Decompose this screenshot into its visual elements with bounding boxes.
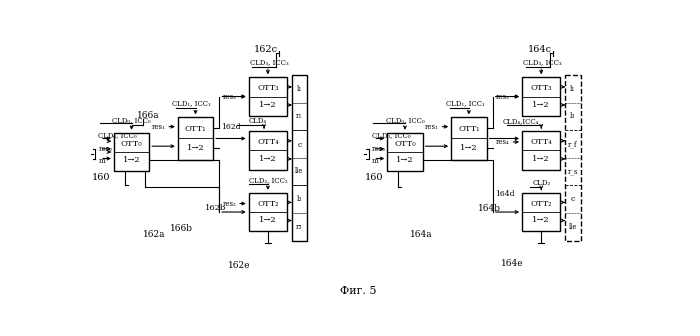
Text: 1→2: 1→2 xyxy=(533,101,550,109)
Text: 164d: 164d xyxy=(495,190,514,198)
Text: CLD₀, ICC₀: CLD₀, ICC₀ xyxy=(386,116,424,124)
Bar xyxy=(522,193,561,231)
Text: lle: lle xyxy=(295,167,304,175)
Text: 160: 160 xyxy=(92,173,110,182)
Text: m: m xyxy=(99,157,105,165)
Text: l₃: l₃ xyxy=(297,195,302,203)
Text: 162a: 162a xyxy=(144,230,166,239)
Text: OTT₀: OTT₀ xyxy=(394,139,416,148)
Text: 1→2: 1→2 xyxy=(533,216,550,224)
Bar xyxy=(248,193,287,231)
Text: r₃: r₃ xyxy=(296,223,302,231)
Bar xyxy=(522,131,561,170)
Text: 160: 160 xyxy=(365,173,384,182)
Text: c: c xyxy=(570,195,575,203)
Text: 1→2: 1→2 xyxy=(259,155,276,163)
Text: 1→2: 1→2 xyxy=(259,101,276,109)
Bar xyxy=(565,75,580,241)
Text: 1→2: 1→2 xyxy=(259,216,276,224)
Text: r_f: r_f xyxy=(568,140,578,149)
Bar xyxy=(292,75,307,241)
Text: m: m xyxy=(372,157,379,165)
Text: r_s: r_s xyxy=(568,167,578,175)
Text: Фиг. 5: Фиг. 5 xyxy=(340,286,377,296)
Text: CLD₀, ICC₀: CLD₀, ICC₀ xyxy=(112,116,151,124)
Text: 1→2: 1→2 xyxy=(122,157,141,164)
Text: OTT₀: OTT₀ xyxy=(121,139,142,148)
Bar xyxy=(452,117,486,160)
Text: CLD₃, ICC₃: CLD₃, ICC₃ xyxy=(250,59,288,67)
Text: lle: lle xyxy=(568,223,577,231)
Text: 1→2: 1→2 xyxy=(533,155,550,163)
Text: res₀: res₀ xyxy=(99,145,112,153)
Text: OTT₄: OTT₄ xyxy=(257,138,279,146)
Text: res₁: res₁ xyxy=(152,123,165,131)
Bar xyxy=(248,131,287,170)
Text: res₄: res₄ xyxy=(496,138,510,146)
Text: res₁: res₁ xyxy=(425,123,439,131)
Bar xyxy=(248,77,287,116)
Text: 166a: 166a xyxy=(137,111,160,120)
Bar xyxy=(178,117,214,160)
Text: r₁: r₁ xyxy=(296,112,302,120)
Text: l₃: l₃ xyxy=(570,112,575,120)
Text: OTT₃: OTT₃ xyxy=(257,84,279,92)
Text: 164a: 164a xyxy=(410,230,433,239)
Text: OTT₂: OTT₂ xyxy=(531,200,552,208)
Text: 164b: 164b xyxy=(478,204,501,213)
Text: OTT₄: OTT₄ xyxy=(531,138,552,146)
Text: 162c: 162c xyxy=(254,45,279,54)
Bar xyxy=(522,77,561,116)
Text: res₃: res₃ xyxy=(223,92,237,100)
Text: CLD₄,ICC₄: CLD₄,ICC₄ xyxy=(503,117,538,125)
Text: res₂: res₂ xyxy=(223,200,237,208)
Bar xyxy=(114,133,149,171)
Text: OTT₁: OTT₁ xyxy=(185,125,206,133)
Text: CLD₂, ICC₂: CLD₂, ICC₂ xyxy=(248,176,287,184)
Text: l₁: l₁ xyxy=(297,85,302,93)
Text: 164e: 164e xyxy=(501,259,524,268)
Text: OTT₃: OTT₃ xyxy=(531,84,552,92)
Text: CLD₁, ICC₁: CLD₁, ICC₁ xyxy=(172,99,211,108)
Text: 1→2: 1→2 xyxy=(187,144,204,152)
Text: CLD₀, ICC₀: CLD₀, ICC₀ xyxy=(99,131,137,139)
Text: OTT₁: OTT₁ xyxy=(458,125,480,133)
Text: 162d: 162d xyxy=(221,123,241,131)
Text: l₁: l₁ xyxy=(570,85,575,93)
Text: 162e: 162e xyxy=(228,261,251,270)
Text: res₃: res₃ xyxy=(496,92,510,100)
Text: c: c xyxy=(298,140,302,149)
Text: res₀: res₀ xyxy=(372,145,386,153)
Bar xyxy=(387,133,423,171)
Text: 1→2: 1→2 xyxy=(460,144,477,152)
Text: 166b: 166b xyxy=(170,224,193,234)
Text: CLD₃, ICC₃: CLD₃, ICC₃ xyxy=(524,59,562,67)
Text: 164c: 164c xyxy=(528,45,552,54)
Text: CLD₂: CLD₂ xyxy=(532,179,550,187)
Text: CLD₀, ICC₀: CLD₀, ICC₀ xyxy=(372,131,410,139)
Text: CLD₄: CLD₄ xyxy=(248,117,267,125)
Text: CLD₁, ICC₁: CLD₁, ICC₁ xyxy=(446,99,484,108)
Text: OTT₂: OTT₂ xyxy=(257,200,279,208)
Text: 1→2: 1→2 xyxy=(396,157,414,164)
Text: 162b: 162b xyxy=(204,204,226,212)
